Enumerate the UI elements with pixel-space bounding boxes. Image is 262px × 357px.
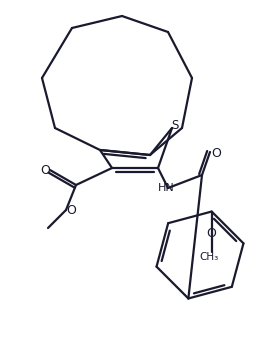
Text: O: O	[40, 164, 50, 176]
Text: O: O	[211, 146, 221, 160]
Text: HN: HN	[158, 183, 174, 193]
Text: CH₃: CH₃	[199, 252, 218, 262]
Text: S: S	[171, 119, 179, 131]
Text: O: O	[66, 203, 76, 216]
Text: O: O	[207, 227, 217, 240]
